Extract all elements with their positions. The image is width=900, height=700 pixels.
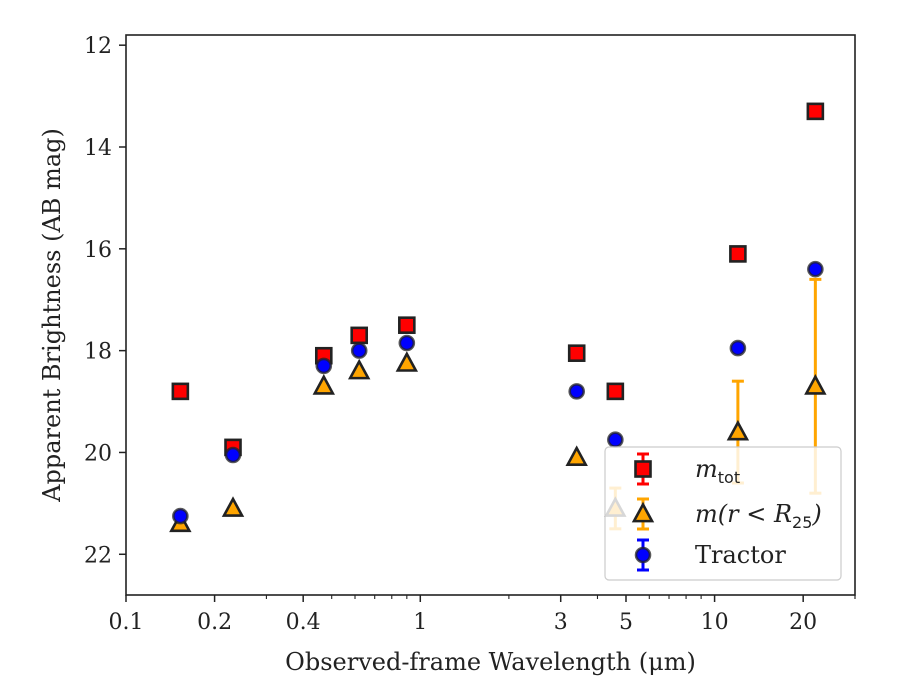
mr25-point bbox=[395, 351, 419, 372]
legend-label-subscript: 25 bbox=[792, 513, 812, 532]
mtot-point bbox=[606, 382, 625, 401]
y-axis-title: Apparent Brightness (AB mag) bbox=[38, 128, 66, 503]
x-tick-label: 20 bbox=[789, 610, 817, 635]
tractor-point bbox=[315, 357, 333, 375]
legend-label-mr25: m(r < R25) bbox=[695, 500, 822, 532]
legend-label-base: m(r < R bbox=[695, 500, 792, 528]
y-tick-label: 22 bbox=[84, 543, 112, 568]
tractor-point bbox=[568, 383, 586, 400]
legend-label-subscript: tot bbox=[718, 468, 740, 487]
legend-box bbox=[604, 446, 842, 581]
tractor-point bbox=[729, 339, 747, 357]
mr25-point bbox=[221, 496, 245, 517]
mtot-point bbox=[567, 344, 586, 362]
x-tick-label: 0.4 bbox=[286, 610, 321, 635]
y-tick-label: 18 bbox=[84, 340, 112, 365]
mtot-point bbox=[398, 316, 416, 334]
y-tick-label: 14 bbox=[84, 136, 112, 161]
tractor-point bbox=[398, 334, 416, 352]
tractor-point bbox=[607, 431, 624, 449]
mr25-point bbox=[312, 374, 336, 395]
legend-marker-mr25 bbox=[631, 501, 655, 523]
legend-label-base: Tractor bbox=[695, 541, 786, 569]
x-tick-label: 0.1 bbox=[109, 610, 144, 635]
mtot-point bbox=[171, 382, 190, 401]
legend-label-base: m bbox=[695, 455, 718, 483]
legend: mtot m(r < R25) Tractor bbox=[604, 446, 842, 581]
mr25-point bbox=[804, 374, 827, 395]
y-tick-label: 12 bbox=[84, 34, 112, 59]
x-tick-label: 1 bbox=[413, 610, 427, 635]
legend-label-suffix: ) bbox=[811, 500, 821, 528]
mr25-point bbox=[347, 358, 371, 380]
tractor-point bbox=[172, 507, 189, 525]
x-tick-label: 10 bbox=[701, 610, 729, 635]
legend-marker-mtot bbox=[634, 460, 652, 478]
plot-frame bbox=[125, 34, 856, 596]
x-tick-label: 5 bbox=[619, 610, 633, 635]
x-tick-label: 0.2 bbox=[197, 610, 232, 635]
legend-label-tractor: Tractor bbox=[695, 541, 786, 569]
tractor-point bbox=[224, 446, 242, 464]
tractor-point bbox=[350, 342, 368, 359]
x-axis-title: Observed-frame Wavelength (μm) bbox=[285, 648, 696, 676]
mtot-point bbox=[806, 102, 825, 121]
mr25-point bbox=[565, 445, 588, 466]
mr25-point bbox=[726, 419, 750, 441]
axis-ticks: 0.1 0.2 0.4 1 3 5 10 20 12 14 16 18 20 22 bbox=[84, 34, 856, 635]
y-tick-label: 20 bbox=[84, 441, 112, 466]
tractor-point bbox=[807, 260, 824, 278]
legend-label-mtot: mtot bbox=[695, 455, 740, 487]
mtot-point bbox=[350, 326, 368, 345]
y-tick-label: 16 bbox=[84, 238, 112, 263]
legend-marker-tractor bbox=[634, 546, 652, 564]
mtot-point bbox=[729, 245, 747, 263]
x-tick-label: 3 bbox=[554, 610, 568, 635]
